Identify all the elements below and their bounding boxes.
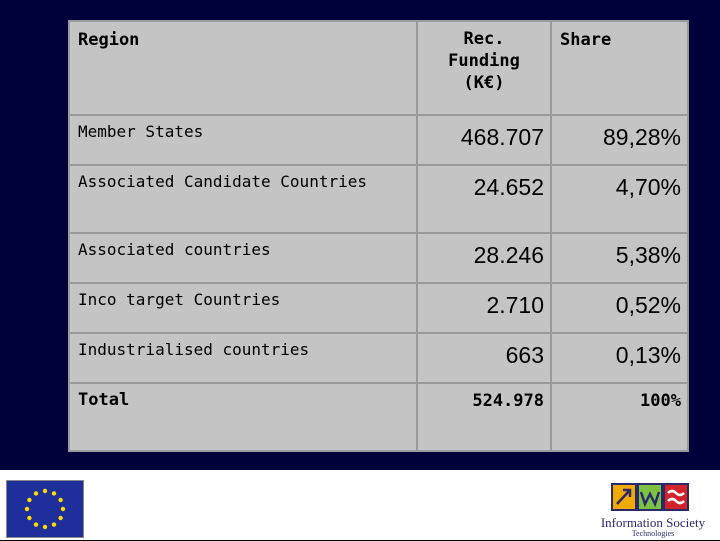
row-region: Industrialised countries xyxy=(68,332,418,384)
table-row: Associated countries 28.246 5,38% xyxy=(68,232,689,284)
total-region: Total xyxy=(68,382,418,452)
table-header-row: Region Rec. Funding (K€) Share xyxy=(68,20,689,116)
row-share: 4,70% xyxy=(550,164,689,234)
eu-flag-icon xyxy=(6,480,84,538)
header-funding-line1: Rec. xyxy=(463,29,505,49)
ist-logo-text: Information Society xyxy=(600,515,706,530)
table-row: Inco target Countries 2.710 0,52% xyxy=(68,282,689,334)
row-share: 0,13% xyxy=(550,332,689,384)
row-region: Member States xyxy=(68,114,418,166)
header-share: Share xyxy=(550,20,689,116)
footer-bar xyxy=(0,470,720,540)
table-total-row: Total 524.978 100% xyxy=(68,382,689,452)
row-funding: 663 xyxy=(416,332,552,384)
total-share: 100% xyxy=(550,382,689,452)
funding-table: Region Rec. Funding (K€) Share Member St… xyxy=(68,20,689,452)
eu-flag-stars xyxy=(24,488,66,530)
header-funding: Rec. Funding (K€) xyxy=(416,20,552,116)
information-society-logo xyxy=(590,478,714,538)
row-funding: 24.652 xyxy=(416,164,552,234)
table-row: Member States 468.707 89,28% xyxy=(68,114,689,166)
row-share: 89,28% xyxy=(550,114,689,166)
total-funding: 524.978 xyxy=(416,382,552,452)
row-funding: 468.707 xyxy=(416,114,552,166)
table-row: Associated Candidate Countries 24.652 4,… xyxy=(68,164,689,234)
row-funding: 2.710 xyxy=(416,282,552,334)
ist-logo-subtext: Technologies xyxy=(631,529,675,538)
row-funding: 28.246 xyxy=(416,232,552,284)
table-row: Industrialised countries 663 0,13% xyxy=(68,332,689,384)
header-funding-line2: Funding xyxy=(448,51,520,71)
row-share: 5,38% xyxy=(550,232,689,284)
row-region: Associated Candidate Countries xyxy=(68,164,418,234)
row-region: Associated countries xyxy=(68,232,418,284)
row-share: 0,52% xyxy=(550,282,689,334)
row-region: Inco target Countries xyxy=(68,282,418,334)
header-region: Region xyxy=(68,20,418,116)
ist-logo-icon xyxy=(611,483,689,511)
header-funding-line3: (K€) xyxy=(463,73,505,93)
